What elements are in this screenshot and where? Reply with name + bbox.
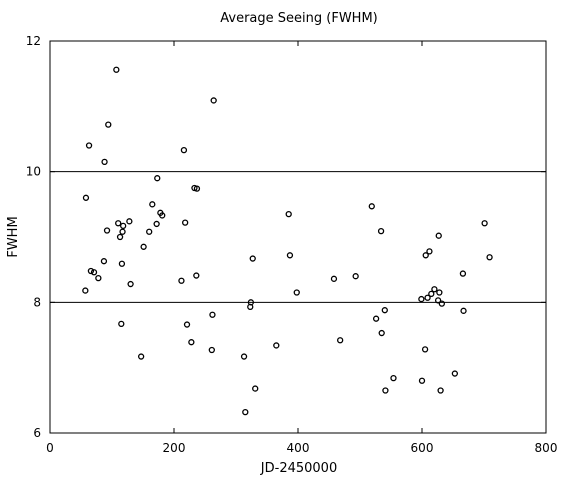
data-point bbox=[82, 194, 90, 201]
data-point bbox=[418, 295, 425, 303]
data-point bbox=[118, 320, 125, 328]
data-point bbox=[459, 270, 467, 277]
data-point bbox=[368, 203, 375, 210]
y-tick-label: 8 bbox=[33, 295, 41, 309]
data-point bbox=[210, 97, 217, 104]
data-point bbox=[115, 220, 122, 227]
data-point bbox=[153, 220, 160, 228]
y-axis-label: FWHM bbox=[6, 216, 21, 257]
data-points bbox=[82, 66, 493, 416]
data-point bbox=[428, 290, 435, 297]
data-point bbox=[378, 329, 385, 337]
tick-labels: 0 200 400 600 800 6 8 10 12 bbox=[26, 34, 558, 455]
data-point bbox=[209, 311, 216, 318]
data-point bbox=[154, 175, 161, 182]
data-point bbox=[82, 287, 89, 294]
data-point bbox=[252, 385, 259, 392]
data-point bbox=[451, 370, 459, 377]
data-point bbox=[137, 353, 145, 360]
data-point bbox=[159, 212, 166, 219]
x-axis-label: JD-2450000 bbox=[260, 461, 337, 476]
data-point bbox=[390, 374, 397, 382]
x-tick-label: 600 bbox=[411, 441, 434, 455]
data-point bbox=[372, 315, 380, 322]
data-point bbox=[377, 227, 385, 235]
data-point bbox=[183, 321, 191, 328]
data-point bbox=[90, 269, 98, 276]
data-point bbox=[149, 201, 156, 208]
data-point bbox=[87, 267, 95, 275]
data-point bbox=[146, 228, 153, 235]
data-point bbox=[127, 280, 134, 288]
data-point bbox=[435, 232, 442, 239]
data-point bbox=[103, 227, 111, 234]
x-tick-label: 800 bbox=[535, 441, 558, 455]
data-point bbox=[188, 339, 195, 346]
plot-area bbox=[49, 40, 547, 434]
data-point bbox=[95, 275, 102, 282]
data-point bbox=[101, 158, 108, 166]
data-point bbox=[437, 387, 444, 394]
data-point bbox=[182, 219, 189, 226]
data-point bbox=[105, 121, 112, 128]
y-tick-label: 10 bbox=[26, 165, 41, 179]
data-point bbox=[242, 408, 249, 416]
data-point bbox=[208, 346, 215, 354]
y-tick-label: 6 bbox=[33, 426, 41, 440]
data-point bbox=[119, 228, 126, 235]
data-point bbox=[434, 297, 442, 304]
chart-title: Average Seeing (FWHM) bbox=[220, 11, 377, 26]
data-point bbox=[436, 289, 443, 296]
data-point bbox=[438, 300, 445, 307]
x-tick-label: 200 bbox=[163, 441, 186, 455]
axis-ticks bbox=[49, 40, 547, 434]
x-tick-label: 0 bbox=[46, 441, 54, 455]
data-point bbox=[421, 346, 429, 353]
data-point bbox=[193, 272, 200, 279]
data-point bbox=[293, 289, 300, 296]
data-point bbox=[247, 299, 255, 306]
data-point bbox=[337, 337, 344, 344]
data-point bbox=[240, 353, 248, 360]
data-point bbox=[381, 307, 388, 314]
data-point bbox=[418, 377, 426, 384]
y-tick-label: 12 bbox=[26, 34, 41, 48]
x-tick-label: 400 bbox=[287, 441, 310, 455]
data-point bbox=[352, 273, 359, 280]
data-point bbox=[178, 277, 185, 284]
data-point bbox=[113, 66, 120, 73]
data-point bbox=[100, 258, 108, 265]
data-point bbox=[116, 233, 124, 241]
gridlines bbox=[50, 171, 546, 303]
data-point bbox=[118, 260, 126, 267]
data-point bbox=[460, 307, 467, 314]
data-point bbox=[424, 294, 431, 301]
data-point bbox=[431, 286, 438, 293]
data-point bbox=[85, 142, 93, 149]
data-point bbox=[180, 146, 188, 154]
data-point bbox=[422, 252, 429, 259]
data-point bbox=[193, 185, 201, 192]
data-point bbox=[273, 342, 280, 349]
data-point bbox=[286, 252, 294, 259]
data-point bbox=[330, 275, 338, 282]
data-point bbox=[120, 222, 127, 230]
data-point bbox=[140, 243, 147, 250]
data-point bbox=[426, 248, 433, 255]
data-point bbox=[285, 210, 292, 218]
data-point bbox=[249, 255, 256, 262]
data-point bbox=[481, 220, 488, 227]
data-point bbox=[486, 254, 493, 261]
data-point bbox=[126, 218, 133, 225]
data-point bbox=[382, 387, 389, 394]
